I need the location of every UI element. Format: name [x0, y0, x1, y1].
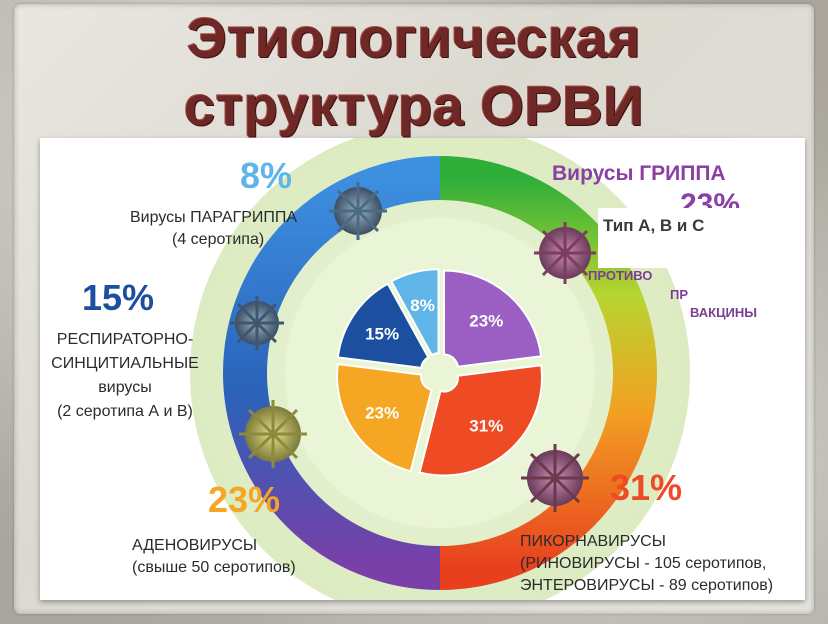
influenza-note-1: ПРОТИВО [588, 268, 653, 283]
pie-label-0: 23% [469, 311, 503, 330]
virus-parainfluenza-icon [329, 182, 387, 240]
parainfluenza-percent: 8% [240, 155, 293, 196]
picorna-percent: 31% [610, 467, 683, 508]
rsv-serotypes: (2 серотипа А и В) [57, 403, 193, 420]
page-title-line2: структура ОРВИ [184, 74, 644, 137]
pie-label-2: 23% [365, 403, 399, 422]
etiology-chart: 23% 31% 23% 15% 8% [190, 138, 763, 600]
influenza-note-3: ВАКЦИНЫ [690, 305, 758, 320]
rsv-label-3: вирусы [98, 379, 152, 396]
page-title-line1: Этиологическая [186, 6, 642, 69]
picorna-label: ПИКОРНАВИРУСЫ [520, 533, 666, 550]
pie-slice-1 [418, 364, 543, 477]
rsv-label-2: СИНЦИТИАЛЬНЫЕ [51, 355, 199, 372]
picorna-rhino: (РИНОВИРУСЫ - 105 серотипов, [520, 555, 767, 572]
virus-influenza-icon [534, 222, 596, 284]
pie-slice-0 [442, 269, 543, 368]
ring-right-arc [439, 156, 657, 590]
pie-label-3: 15% [365, 325, 399, 344]
influenza-types: Тип А, В и С [603, 216, 705, 235]
pie-slice-2 [336, 362, 433, 473]
chart-card: 23% 31% 23% 15% 8% [40, 138, 805, 600]
pie: 23% 31% 23% 15% 8% [336, 268, 543, 477]
parainfluenza-label: Вирусы ПАРАГРИППА [130, 209, 298, 226]
adeno-percent: 23% [208, 479, 281, 520]
pie-label-4: 8% [410, 296, 435, 315]
pie-label-1: 31% [469, 417, 503, 436]
pie-slice-4 [389, 268, 440, 357]
influenza-percent: 23% [680, 190, 741, 208]
adeno-serotypes: (свыше 50 серотипов) [132, 559, 296, 576]
influenza-note-2: ПР [670, 287, 689, 302]
rsv-percent: 15% [82, 277, 155, 318]
influenza-label: Вирусы ГРИППА [552, 162, 726, 185]
pie-slice-3 [336, 282, 430, 369]
virus-picorna-icon [521, 444, 589, 512]
influenza-label-box [598, 208, 763, 268]
virus-adeno-icon [239, 400, 307, 468]
parainfluenza-serotypes: (4 серотипа) [172, 231, 265, 248]
adeno-label: АДЕНОВИРУСЫ [132, 537, 258, 554]
rsv-label-1: РЕСПИРАТОРНО- [56, 331, 194, 348]
inner-disc [285, 218, 595, 528]
virus-rsv-icon [230, 296, 284, 350]
picorna-entero: ЭНТЕРОВИРУСЫ - 89 серотипов) [520, 577, 774, 594]
